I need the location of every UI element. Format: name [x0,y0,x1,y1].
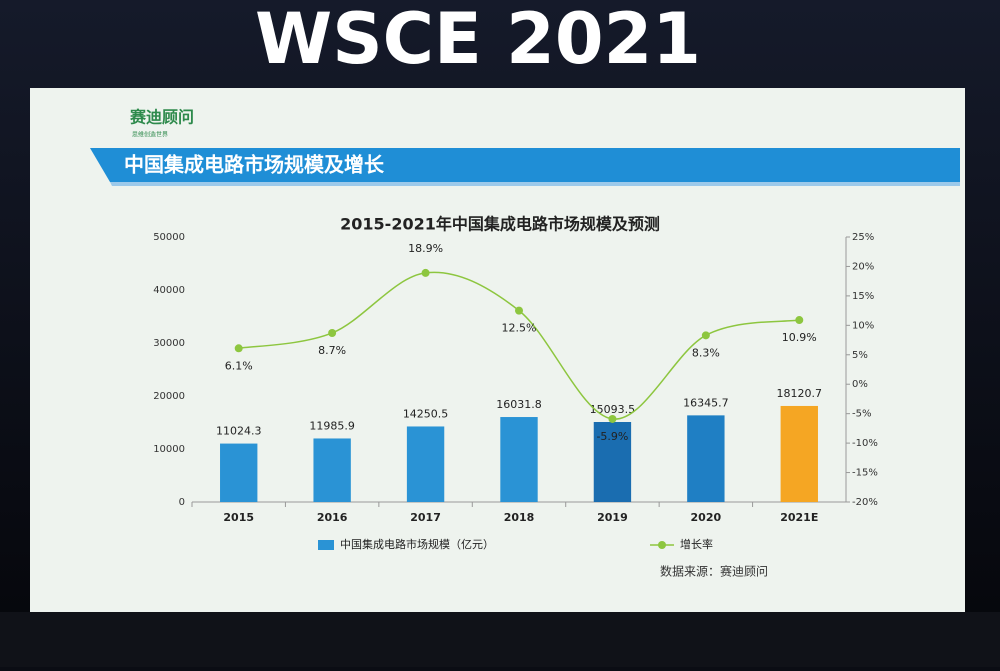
x-tick-label: 2018 [504,511,535,524]
legend-swatch [318,540,334,550]
y2-tick-label: -15% [852,468,878,479]
bar-value-label: 11985.9 [309,419,355,432]
chart-title: 2015-2021年中国集成电路市场规模及预测 [340,215,660,234]
growth-value-label: 18.9% [408,242,443,255]
logo-tagline: 思维创造世界 [132,131,168,139]
y-tick-label: 20000 [153,391,185,402]
growth-value-label: 12.5% [502,322,537,335]
y2-tick-label: 20% [852,261,874,272]
bar-value-label: 16031.8 [496,398,542,411]
bar-value-label: 14250.5 [403,407,449,420]
y-tick-label: 10000 [153,444,185,455]
logo: 赛迪顾问 [129,108,194,127]
bar [220,443,258,502]
y2-tick-label: 15% [852,291,874,302]
y2-tick-label: 25% [852,232,874,243]
growth-value-label: 8.7% [318,344,346,357]
y2-tick-label: -20% [852,497,878,508]
growth-value-label: -5.9% [596,430,628,443]
x-tick-label: 2021E [780,511,818,524]
y2-tick-label: 5% [852,350,868,361]
y2-tick-label: 10% [852,320,874,331]
growth-point [795,316,804,325]
x-tick-label: 2020 [691,511,722,524]
header-band [90,148,960,182]
legend-label: 中国集成电路市场规模（亿元） [340,537,494,551]
bar-value-label: 11024.3 [216,425,262,438]
growth-point [608,414,617,423]
bar-value-label: 18120.7 [777,387,823,400]
legend-label: 增长率 [680,537,713,551]
growth-point [515,306,523,315]
event-title: WSCE 2021 [255,0,701,80]
y-tick-label: 40000 [153,285,185,296]
header-underline [110,182,960,186]
growth-value-label: 6.1% [225,359,253,372]
bar-value-label: 15093.5 [590,403,636,416]
bar [406,426,445,502]
bar [687,415,725,502]
stage-floor [0,612,1000,667]
growth-value-label: 10.9% [782,331,817,344]
x-tick-label: 2016 [317,511,348,524]
source-note: 数据来源：赛迪顾问 [660,564,768,579]
growth-point [234,344,243,353]
bar [593,422,632,502]
y2-tick-label: 0% [852,379,868,390]
growth-point [421,268,430,277]
bar [313,438,351,502]
growth-value-label: 8.3% [692,346,720,359]
bar [780,405,818,502]
x-tick-label: 2015 [223,511,254,524]
legend-marker [658,541,666,549]
y-tick-label: 50000 [153,232,185,243]
y-tick-label: 30000 [153,338,185,349]
x-tick-label: 2019 [597,511,628,524]
y-tick-label: 0 [179,497,185,508]
bar [500,417,538,502]
growth-point [328,328,337,337]
slide-title: 中国集成电路市场规模及增长 [124,153,385,177]
y2-tick-label: -5% [852,409,871,420]
x-tick-label: 2017 [410,511,441,524]
bar-value-label: 16345.7 [683,396,729,409]
y2-tick-label: -10% [852,438,878,449]
growth-point [701,331,710,340]
